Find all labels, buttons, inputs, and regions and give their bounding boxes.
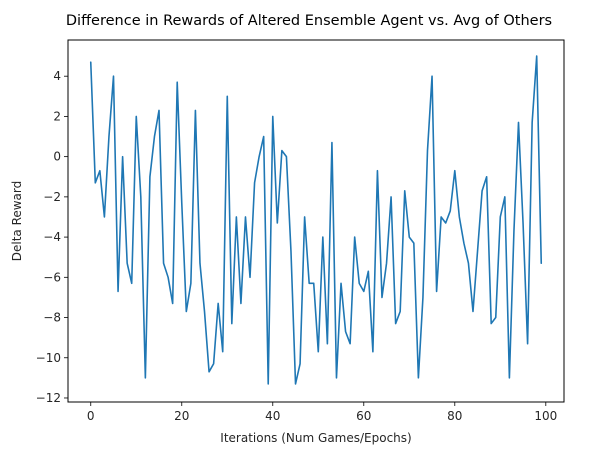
y-tick-label: 0 bbox=[53, 150, 61, 164]
x-axis-title: Iterations (Num Games/Epochs) bbox=[220, 431, 411, 445]
x-tick-label: 100 bbox=[534, 409, 557, 423]
y-tick-label: 4 bbox=[53, 69, 61, 83]
x-tick-label: 40 bbox=[265, 409, 280, 423]
plot-area bbox=[89, 55, 543, 385]
y-tick-label: −10 bbox=[36, 351, 61, 365]
y-tick-label: −12 bbox=[36, 391, 61, 405]
x-tick-label: 0 bbox=[87, 409, 95, 423]
x-tick-label: 20 bbox=[174, 409, 189, 423]
x-axis: 0 20 40 60 80 100 bbox=[87, 402, 557, 423]
y-tick-label: −2 bbox=[43, 190, 61, 204]
y-tick-label: −6 bbox=[43, 270, 61, 284]
y-tick-label: 2 bbox=[53, 109, 61, 123]
series-line bbox=[89, 55, 543, 385]
x-tick-label: 60 bbox=[356, 409, 371, 423]
y-axis-title: Delta Reward bbox=[10, 181, 24, 262]
y-tick-label: −8 bbox=[43, 311, 61, 325]
x-tick-label: 80 bbox=[447, 409, 462, 423]
y-axis: −12 −10 −8 −6 −4 −2 0 2 4 bbox=[36, 69, 68, 405]
chart-title: Difference in Rewards of Altered Ensembl… bbox=[66, 13, 552, 29]
y-tick-label: −4 bbox=[43, 230, 61, 244]
plot-frame bbox=[67, 39, 565, 403]
